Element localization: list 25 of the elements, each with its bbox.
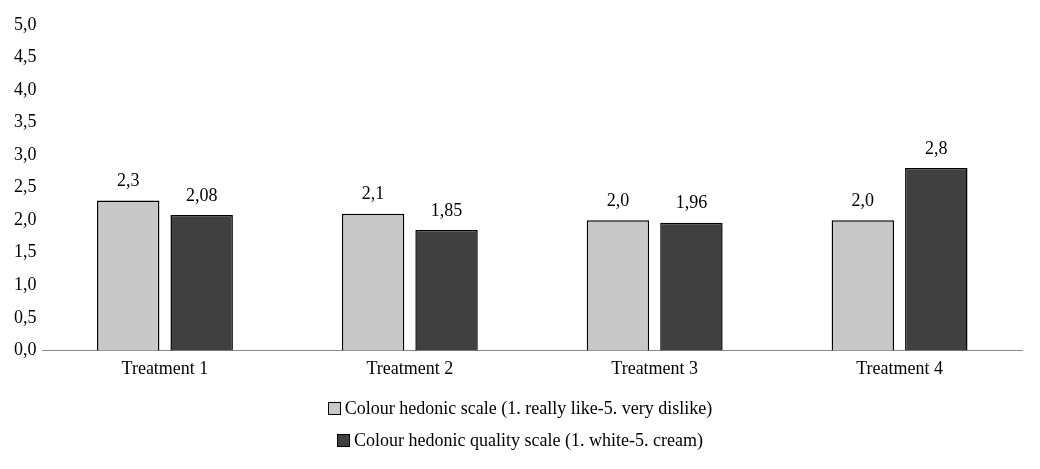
y-tick-label: 3,0	[14, 143, 37, 164]
data-label: 1,96	[675, 192, 708, 213]
x-tick-label: Treatment 2	[366, 357, 454, 378]
data-label: 2,8	[925, 137, 948, 158]
data-label: 2,0	[851, 189, 875, 210]
y-tick-label: 0,0	[14, 339, 37, 360]
legend-label: Colour hedonic quality scale (1. white-5. cream)	[354, 429, 703, 451]
x-tick-label: Treatment 3	[611, 357, 699, 378]
data-label: 2,08	[185, 184, 218, 205]
y-tick-label: 2,5	[14, 176, 37, 197]
y-tick-label: 2,0	[14, 208, 37, 229]
legend-label: Colour hedonic scale (1. really like-5. very dislike)	[344, 397, 713, 419]
data-label: 1,85	[430, 199, 463, 220]
y-tick-label: 1,0	[14, 274, 37, 295]
y-tick-label: 5,0	[14, 13, 37, 34]
y-tick-label: 1,5	[14, 241, 37, 262]
data-label: 2,3	[116, 170, 140, 191]
y-tick-label: 4,0	[14, 78, 37, 99]
x-tick-label: Treatment 4	[856, 357, 943, 378]
data-label: 2,0	[606, 189, 630, 210]
x-tick-label: Treatment 1	[121, 357, 209, 378]
y-tick-label: 3,5	[14, 111, 37, 132]
y-tick-label: 4,5	[14, 46, 37, 67]
data-label: 2,1	[361, 183, 385, 204]
y-tick-label: 0,5	[14, 306, 37, 327]
